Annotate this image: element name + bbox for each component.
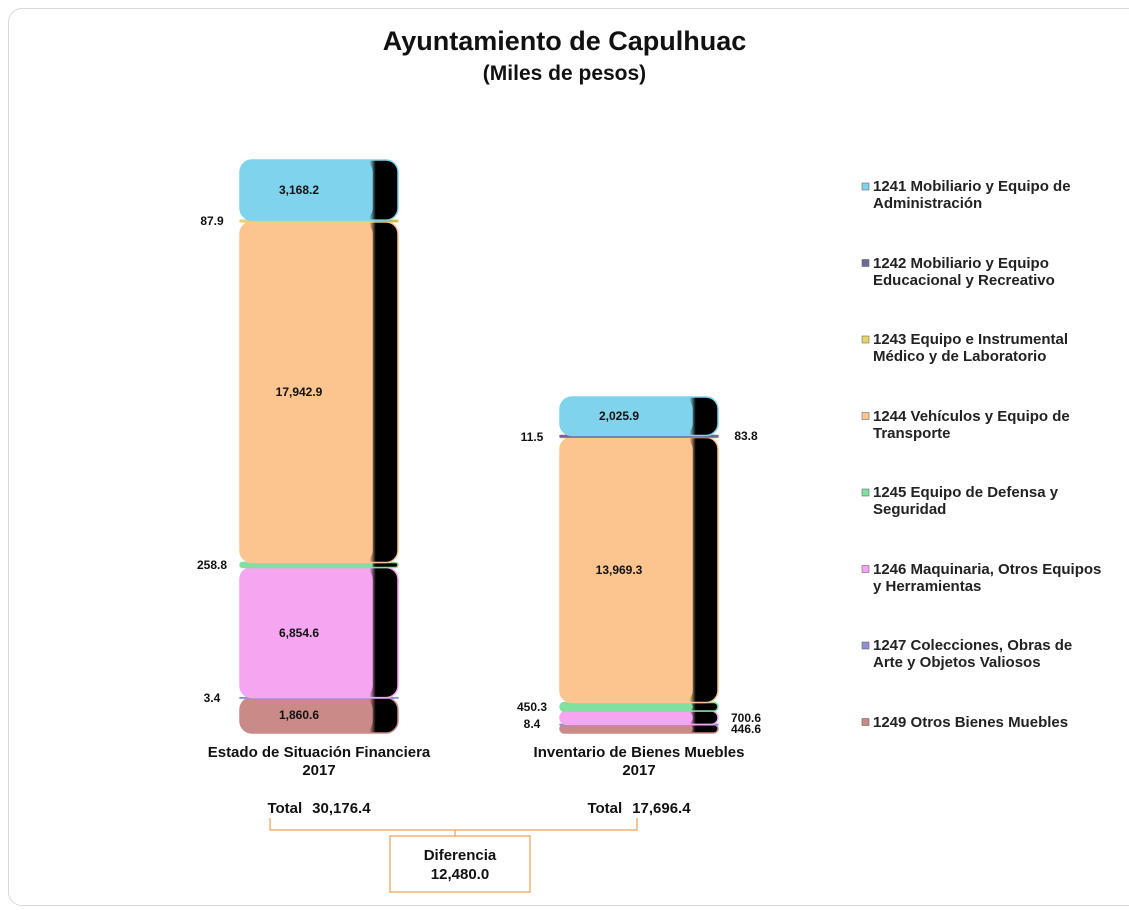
bar-shade xyxy=(240,160,373,221)
bar-shade xyxy=(240,567,373,698)
legend-label: 1242 Mobiliario y Equipo Educacional y R… xyxy=(873,254,1055,289)
chart-subtitle: (Miles de pesos) xyxy=(482,62,647,85)
total: Total 17,696.4 xyxy=(539,800,739,817)
data-label: 1,860.6 xyxy=(278,708,320,723)
bar-shade xyxy=(240,562,373,568)
data-label: 11.5 xyxy=(520,430,544,445)
data-label: 83.8 xyxy=(734,429,758,444)
bar-shade xyxy=(560,396,693,436)
total-label: Total xyxy=(267,800,303,817)
legend-swatch xyxy=(861,718,870,726)
legend-label: 1249 Otros Bienes Muebles xyxy=(873,713,1069,731)
legend-swatch xyxy=(861,641,870,650)
bar-shade xyxy=(560,437,693,703)
data-label: 446.6 xyxy=(730,721,762,736)
data-label: 2,025.9 xyxy=(598,409,640,424)
x-tick-label: Estado de Situación Financiera 2017 xyxy=(207,744,431,779)
data-label: 17,942.9 xyxy=(275,385,323,400)
legend-swatch xyxy=(861,335,870,344)
legend-swatch xyxy=(861,259,870,267)
data-label: 258.8 xyxy=(196,557,228,572)
data-label: 450.3 xyxy=(516,699,548,714)
data-label: 13,969.3 xyxy=(595,562,643,577)
chart-title: Ayuntamiento de Capulhuac xyxy=(382,26,747,56)
legend-label: 1243 Equipo e Instrumental Médico y de L… xyxy=(873,331,1069,365)
data-label: 3,168.2 xyxy=(278,183,320,198)
legend-label: 1246 Maquinaria, Otros Equipos y Herrami… xyxy=(873,560,1102,595)
legend-swatch xyxy=(861,412,870,420)
bar-shade xyxy=(240,221,373,563)
x-tick-label: Inventario de Bienes Muebles 2017 xyxy=(533,744,745,779)
total-value: 30,176.4 xyxy=(312,800,371,817)
data-label: 8.4 xyxy=(523,717,541,732)
total-value: 17,696.4 xyxy=(632,800,691,817)
total: Total 30,176.4 xyxy=(219,800,419,817)
difference-label: Diferencia xyxy=(423,847,497,864)
difference-box xyxy=(389,835,531,893)
data-label: 87.9 xyxy=(200,213,224,228)
bar-shade xyxy=(240,697,373,733)
bar-shade xyxy=(560,724,693,733)
total-label: Total xyxy=(587,800,623,817)
legend-swatch xyxy=(861,565,870,573)
data-label: 3.4 xyxy=(203,690,221,705)
data-label: 700.6 xyxy=(730,710,762,725)
legend-label: 1244 Vehículos y Equipo de Transporte xyxy=(873,407,1070,442)
chart-frame xyxy=(8,8,1129,906)
legend-label: 1245 Equipo de Defensa y Seguridad xyxy=(873,484,1059,518)
bar-shade xyxy=(560,711,693,725)
bracket xyxy=(269,818,638,836)
data-label: 6,854.6 xyxy=(278,625,320,640)
difference-value: 12,480.0 xyxy=(430,866,490,883)
legend-swatch xyxy=(861,488,870,497)
legend-label: 1247 Colecciones, Obras de Arte y Objeto… xyxy=(873,637,1073,671)
legend-swatch xyxy=(861,182,870,191)
bar-shade xyxy=(560,702,693,712)
legend-label: 1241 Mobiliario y Equipo de Administraci… xyxy=(873,178,1071,212)
